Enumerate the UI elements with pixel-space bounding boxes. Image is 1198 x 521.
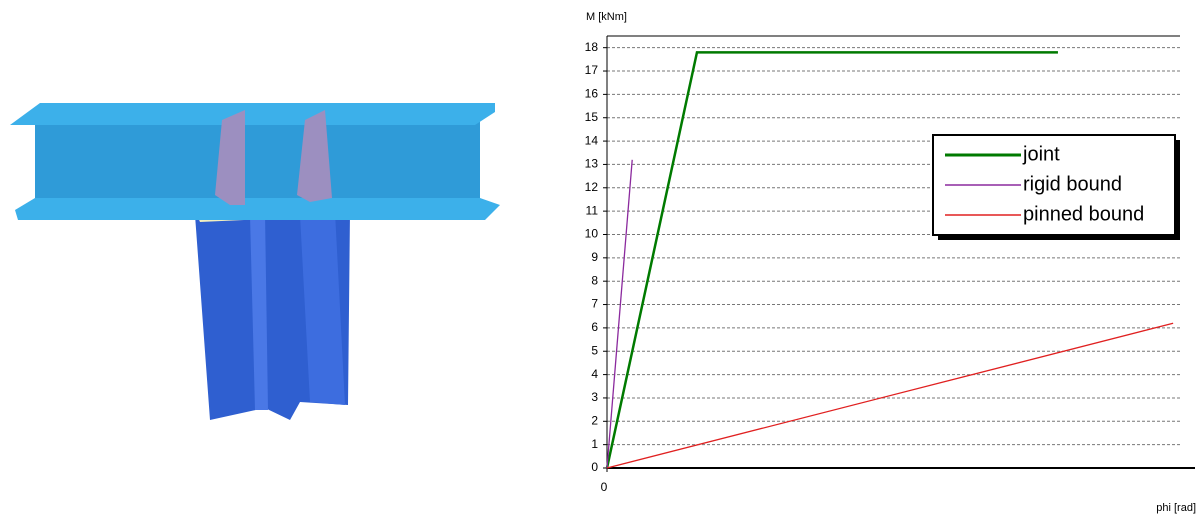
beam-web	[35, 120, 480, 205]
y-axis-label: M [kNm]	[586, 11, 627, 23]
x-axis-label: phi [rad]	[1156, 502, 1196, 514]
y-tick-label: 7	[591, 297, 598, 311]
y-tick-label: 9	[591, 250, 598, 264]
legend-label: joint	[1022, 143, 1060, 165]
legend-label: rigid bound	[1023, 173, 1122, 195]
y-tick-label: 15	[585, 110, 599, 124]
y-tick-label: 0	[591, 460, 598, 474]
y-tick-label: 4	[591, 367, 598, 381]
beam-top-flange	[10, 103, 495, 125]
y-tick-label: 18	[585, 40, 599, 54]
connection-model	[10, 103, 500, 420]
column-web	[250, 213, 268, 410]
y-tick-label: 13	[585, 157, 599, 171]
legend-label: pinned bound	[1023, 203, 1144, 225]
y-tick-label: 17	[585, 63, 599, 77]
y-tick-label: 10	[585, 227, 599, 241]
series-line	[606, 322, 1174, 469]
series-line	[606, 159, 633, 469]
y-tick-label: 1	[591, 437, 598, 451]
y-tick-label: 16	[585, 87, 599, 101]
y-tick-label: 5	[591, 343, 598, 357]
y-tick-label: 8	[591, 273, 598, 287]
y-tick-label: 6	[591, 320, 598, 334]
y-tick-label: 3	[591, 390, 598, 404]
y-tick-label: 2	[591, 413, 598, 427]
beam-bottom-flange	[15, 198, 500, 220]
stiffener	[297, 110, 332, 202]
series-line	[605, 51, 1058, 469]
y-tick-label: 12	[585, 180, 599, 194]
column-flange	[300, 212, 345, 405]
y-tick-label: 11	[586, 203, 599, 217]
x-tick-label: 0	[601, 480, 608, 494]
y-tick-label: 14	[585, 133, 599, 147]
stiffener	[215, 110, 245, 205]
